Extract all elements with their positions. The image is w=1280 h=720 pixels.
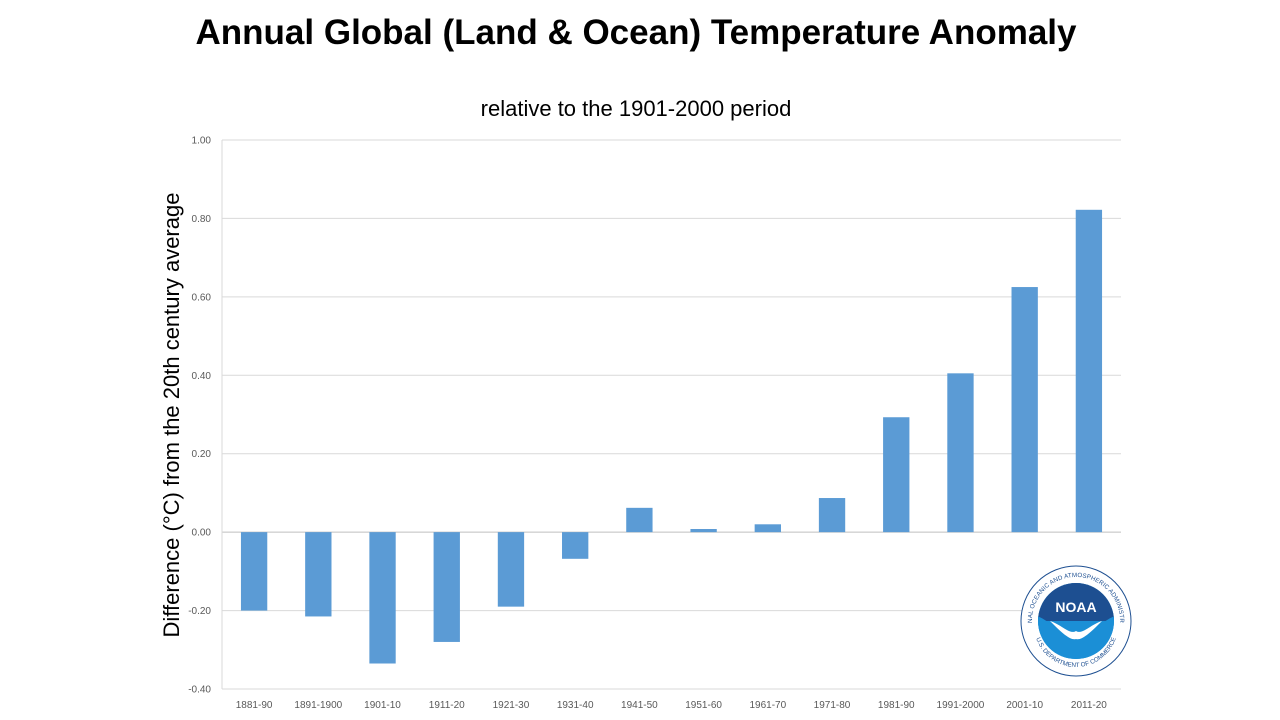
x-tick-label: 1891-1900 <box>294 700 342 711</box>
bar-1931-40 <box>562 532 589 559</box>
bar-2001-10 <box>1011 287 1038 533</box>
x-tick-label: 1881-90 <box>236 700 273 711</box>
y-tick-label: 1.00 <box>192 136 212 147</box>
bar-2011-20 <box>1075 209 1103 533</box>
x-tick-labels: 1881-90 1891-1900 1901-10 1911-20 1921-30 193… <box>236 700 1108 711</box>
x-tick-label: 1941-50 <box>621 700 658 711</box>
gridlines <box>221 139 1121 690</box>
bar-1941-50 <box>626 507 653 533</box>
y-tick-label: 0.00 <box>192 528 212 539</box>
bar-1911-20 <box>433 532 460 642</box>
x-tick-label: 1911-20 <box>429 700 465 711</box>
x-tick-label: 2001-10 <box>1006 700 1043 711</box>
bars <box>240 209 1103 664</box>
x-tick-label: 1901-10 <box>364 700 401 711</box>
bar-1981-90 <box>883 417 910 533</box>
y-tick-label: 0.80 <box>192 214 212 225</box>
y-tick-label: 0.20 <box>192 449 212 460</box>
bar-1891-1900 <box>305 532 332 617</box>
noaa-logo-icon: NATIONAL OCEANIC AND ATMOSPHERIC ADMINIS… <box>1020 565 1132 677</box>
x-tick-label: 1931-40 <box>557 700 594 711</box>
bar-1971-80 <box>818 498 846 533</box>
y-tick-labels: 1.00 0.80 0.60 0.40 0.20 0.00 -0.20 -0.40 <box>188 136 211 696</box>
x-tick-label: 1991-2000 <box>937 700 985 711</box>
bar-1881-90 <box>240 532 268 611</box>
x-tick-label: 2011-20 <box>1071 700 1107 711</box>
x-tick-label: 1921-30 <box>493 700 530 711</box>
bar-1951-60 <box>690 529 717 533</box>
chart-title: Annual Global (Land & Ocean) Temperature… <box>195 13 1077 52</box>
chart-subtitle: relative to the 1901-2000 period <box>480 96 792 121</box>
bar-1991-2000 <box>947 373 974 533</box>
bar-1901-10 <box>369 532 396 664</box>
bar-1961-70 <box>754 524 781 533</box>
x-tick-label: 1981-90 <box>878 700 915 711</box>
bar-1921-30 <box>497 532 525 607</box>
y-tick-label: -0.20 <box>188 606 211 617</box>
y-tick-label: -0.40 <box>188 685 211 696</box>
x-tick-label: 1971-80 <box>814 700 851 711</box>
y-tick-label: 0.40 <box>192 371 212 382</box>
logo-text: NOAA <box>1055 599 1096 615</box>
y-tick-label: 0.60 <box>192 292 212 303</box>
x-tick-label: 1951-60 <box>685 700 722 711</box>
x-tick-label: 1961-70 <box>749 700 786 711</box>
